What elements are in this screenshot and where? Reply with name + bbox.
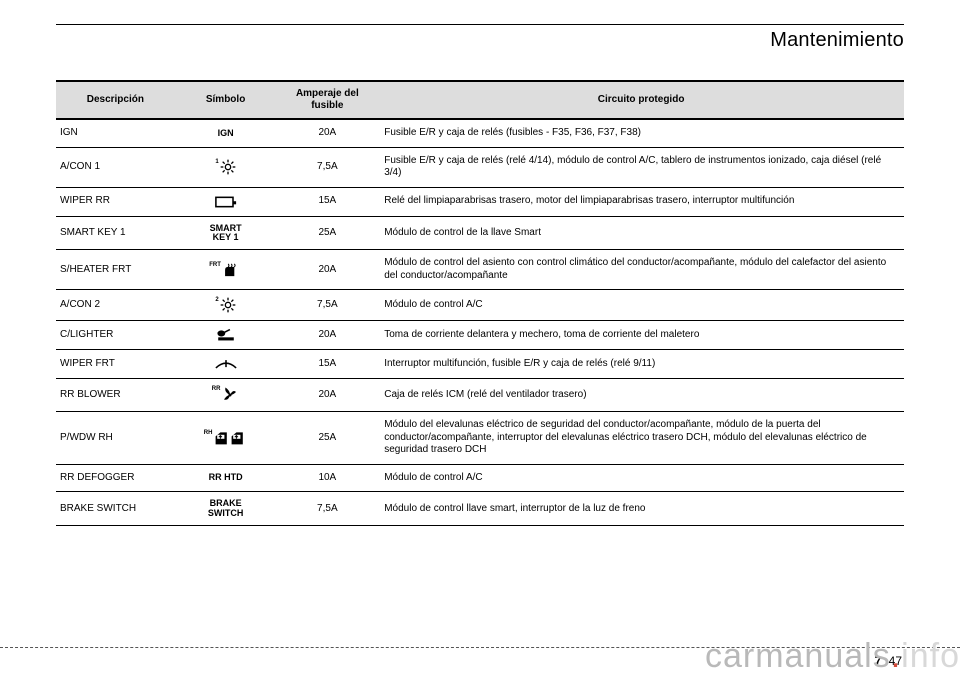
cell-circuit: Módulo de control llave smart, interrupt… <box>378 492 904 526</box>
cell-symbol: FRT <box>175 250 277 290</box>
rect-icon <box>214 195 238 209</box>
table-row: WIPER FRT 15AInterruptor multifunción, fu… <box>56 350 904 379</box>
cell-circuit: Módulo del elevalunas eléctrico de segur… <box>378 412 904 465</box>
table-row: P/WDW RHRH25AMódulo del elevalunas eléct… <box>56 412 904 465</box>
table-row: SMART KEY 1SMART KEY 125AMódulo de contr… <box>56 216 904 250</box>
top-rule <box>56 24 904 25</box>
cell-amperage: 10A <box>276 464 378 492</box>
cell-desc: A/CON 2 <box>56 290 175 321</box>
page-container: Mantenimiento Descripción Símbolo Ampera… <box>0 0 960 676</box>
cell-amperage: 20A <box>276 119 378 147</box>
cell-desc: WIPER FRT <box>56 350 175 379</box>
cell-circuit: Caja de relés ICM (relé del ventilador t… <box>378 379 904 412</box>
cell-circuit: Módulo de control del asiento con contro… <box>378 250 904 290</box>
watermark: carmanuals.info <box>705 637 960 676</box>
cell-symbol <box>175 321 277 350</box>
cell-circuit: Módulo de control de la llave Smart <box>378 216 904 250</box>
cell-symbol: RH <box>175 412 277 465</box>
table-row: RR BLOWERRR20ACaja de relés ICM (relé de… <box>56 379 904 412</box>
cell-circuit: Interruptor multifunción, fusible E/R y … <box>378 350 904 379</box>
lighter-icon <box>215 328 237 342</box>
cell-amperage: 20A <box>276 379 378 412</box>
cell-symbol: IGN <box>175 119 277 147</box>
table-row: A/CON 117,5AFusible E/R y caja de relés … <box>56 147 904 187</box>
table-row: WIPER RR 15ARelé del limpiaparabrisas tra… <box>56 187 904 216</box>
fuse-table: Descripción Símbolo Amperaje del fusible… <box>56 80 904 526</box>
watermark-dot: . <box>891 637 901 675</box>
cell-symbol: 1 <box>175 147 277 187</box>
table-row: C/LIGHTER 20AToma de corriente delantera … <box>56 321 904 350</box>
cell-circuit: Fusible E/R y caja de relés (relé 4/14),… <box>378 147 904 187</box>
cell-circuit: Relé del limpiaparabrisas trasero, motor… <box>378 187 904 216</box>
cell-amperage: 7,5A <box>276 290 378 321</box>
table-row: S/HEATER FRTFRT20AMódulo de control del … <box>56 250 904 290</box>
cell-symbol: RR HTD <box>175 464 277 492</box>
section-title: Mantenimiento <box>56 29 904 52</box>
cell-amperage: 15A <box>276 187 378 216</box>
table-row: A/CON 227,5AMódulo de control A/C <box>56 290 904 321</box>
cell-circuit: Fusible E/R y caja de relés (fusibles - … <box>378 119 904 147</box>
cell-amperage: 25A <box>276 216 378 250</box>
wiper-icon <box>214 357 238 371</box>
cell-circuit: Módulo de control A/C <box>378 464 904 492</box>
windows-icon <box>213 430 247 446</box>
table-row: RR DEFOGGERRR HTD10AMódulo de control A/… <box>56 464 904 492</box>
fan-icon <box>221 386 239 404</box>
sun2-icon <box>220 297 236 313</box>
cell-desc: RR DEFOGGER <box>56 464 175 492</box>
cell-desc: RR BLOWER <box>56 379 175 412</box>
cell-desc: S/HEATER FRT <box>56 250 175 290</box>
cell-amperage: 20A <box>276 250 378 290</box>
sun1-icon <box>220 159 236 175</box>
cell-symbol: BRAKE SWITCH <box>175 492 277 526</box>
th-sym: Símbolo <box>175 81 277 119</box>
cell-desc: WIPER RR <box>56 187 175 216</box>
cell-desc: P/WDW RH <box>56 412 175 465</box>
cell-circuit: Toma de corriente delantera y mechero, t… <box>378 321 904 350</box>
seatheat-icon <box>222 262 242 278</box>
cell-symbol: SMART KEY 1 <box>175 216 277 250</box>
th-desc: Descripción <box>56 81 175 119</box>
th-circ: Circuito protegido <box>378 81 904 119</box>
cell-amperage: 15A <box>276 350 378 379</box>
table-header: Descripción Símbolo Amperaje del fusible… <box>56 81 904 119</box>
cell-amperage: 7,5A <box>276 147 378 187</box>
watermark-left: carmanuals <box>705 637 891 675</box>
cell-symbol: RR <box>175 379 277 412</box>
table-row: BRAKE SWITCHBRAKE SWITCH7,5AMódulo de co… <box>56 492 904 526</box>
watermark-right: info <box>901 637 960 675</box>
cell-amperage: 7,5A <box>276 492 378 526</box>
cell-symbol <box>175 187 277 216</box>
cell-desc: C/LIGHTER <box>56 321 175 350</box>
cell-amperage: 25A <box>276 412 378 465</box>
table-body: IGNIGN20AFusible E/R y caja de relés (fu… <box>56 119 904 526</box>
cell-desc: BRAKE SWITCH <box>56 492 175 526</box>
cell-desc: IGN <box>56 119 175 147</box>
cell-desc: SMART KEY 1 <box>56 216 175 250</box>
cell-desc: A/CON 1 <box>56 147 175 187</box>
cell-circuit: Módulo de control A/C <box>378 290 904 321</box>
th-amp: Amperaje del fusible <box>276 81 378 119</box>
table-row: IGNIGN20AFusible E/R y caja de relés (fu… <box>56 119 904 147</box>
cell-symbol: 2 <box>175 290 277 321</box>
cell-symbol <box>175 350 277 379</box>
cell-amperage: 20A <box>276 321 378 350</box>
